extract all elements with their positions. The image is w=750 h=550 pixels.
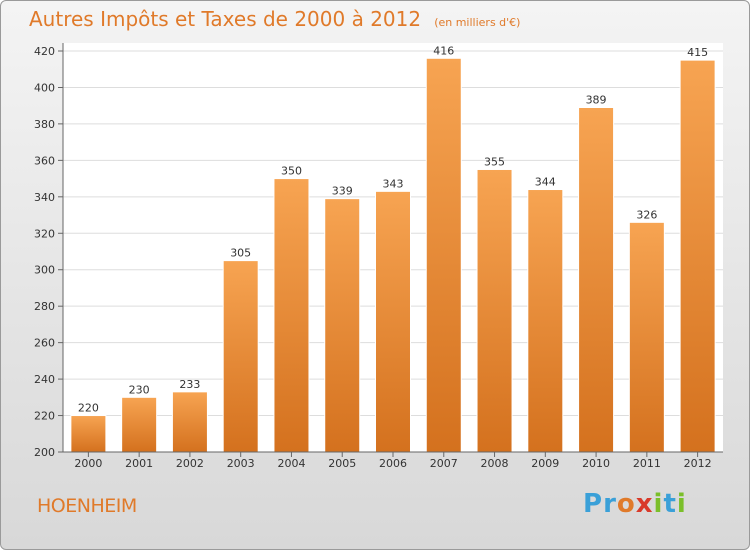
bar [527,189,564,453]
bar-value-label: 389 [586,94,607,107]
bar-value-label: 416 [433,44,454,57]
x-tick-label: 2008 [481,457,509,470]
logo-letter: P [583,489,604,519]
bar [628,221,665,453]
y-tick-label: 200 [34,446,55,459]
bar [171,391,208,453]
y-tick-label: 400 [34,81,55,94]
bar [375,190,411,453]
y-tick-label: 380 [34,118,55,131]
bar-value-label: 339 [332,185,353,198]
commune-name: HOENHEIM [37,495,137,517]
logo-letter: i [676,489,687,519]
proxiti-logo: Proxiti [583,489,687,519]
bar-value-label: 220 [78,402,99,415]
x-tick-label: 2006 [379,457,407,470]
x-tick-label: 2012 [684,457,712,470]
bars: 220 230 233 305 350 339 343 416 355 344 389 326 415 [70,44,716,453]
bar-value-label: 350 [281,165,302,178]
y-tick-label: 340 [34,191,55,204]
bar-value-label: 233 [179,378,200,391]
x-tick-label: 2002 [176,457,204,470]
bar [425,57,462,453]
y-tick-label: 240 [34,373,55,386]
x-tick-label: 2005 [328,457,356,470]
x-tick-label: 2011 [633,457,661,470]
x-tick-label: 2003 [227,457,255,470]
logo-letter: i [653,489,664,519]
bar [679,59,716,453]
y-tick-label: 220 [34,410,55,423]
x-tick-label: 2007 [430,457,458,470]
logo-letter: r [603,489,617,519]
bar-value-label: 415 [687,46,708,59]
logo-letter: o [616,489,636,519]
bar [578,107,615,453]
chart-title: Autres Impôts et Taxes de 2000 à 2012 [29,7,422,31]
y-tick-label: 280 [34,300,55,313]
bar [70,415,107,453]
x-tick-label: 2010 [582,457,610,470]
x-tick-label: 2009 [531,457,559,470]
logo-letter: t [663,489,677,519]
y-tick-label: 320 [34,227,55,240]
bar [121,396,158,453]
bar-value-label: 343 [383,177,404,190]
bar-value-label: 326 [636,208,657,221]
bar [476,168,513,453]
x-tick-label: 2001 [125,457,153,470]
bar-value-label: 230 [129,383,150,396]
y-tick-label: 360 [34,154,55,167]
chart-unit: (en milliers d'€) [434,16,521,29]
bar [273,178,310,453]
axes: 200 220 240 260 280 300 320 340 360 380 400 420 2000… [34,43,723,470]
y-tick-label: 300 [34,264,55,277]
x-tick-label: 2004 [277,457,305,470]
bar-value-label: 344 [535,176,556,189]
y-tick-label: 260 [34,337,55,350]
bar [222,260,259,453]
bar-value-label: 355 [484,155,505,168]
bar-value-label: 305 [230,247,251,260]
x-tick-label: 2000 [74,457,102,470]
chart-header: Autres Impôts et Taxes de 2000 à 2012 (e… [29,7,520,31]
y-tick-label: 420 [34,45,55,58]
bar [324,198,361,453]
logo-letter: x [635,489,654,519]
